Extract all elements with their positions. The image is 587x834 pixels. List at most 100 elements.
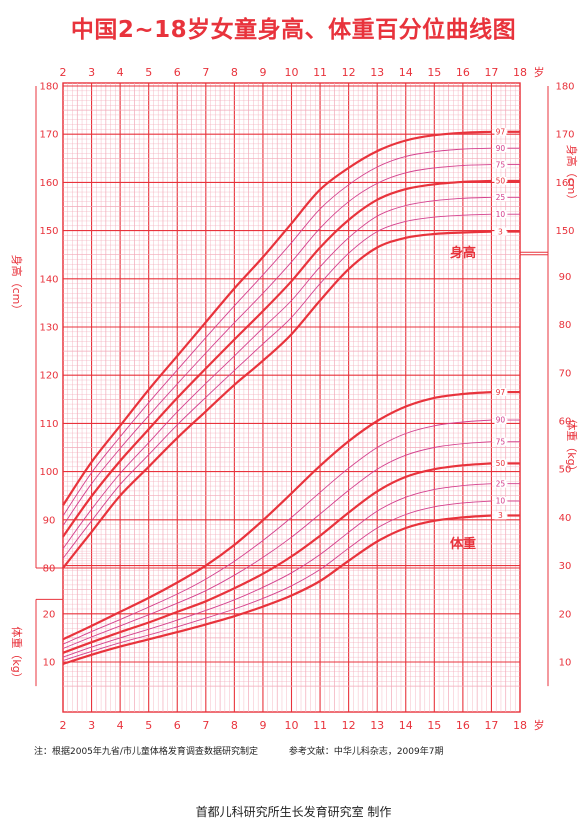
x-tick-top: 5 xyxy=(145,66,152,79)
x-tick-top: 7 xyxy=(202,66,209,79)
x-tick-top: 11 xyxy=(313,66,327,79)
source-note: 注：根据2005年九省/市儿童体格发育调查数据研究制定 xyxy=(34,747,258,757)
height-tick-left: 170 xyxy=(39,130,58,141)
weight-p10-label-bg xyxy=(494,497,507,506)
weight-p97-label-bg xyxy=(494,388,507,397)
weight-tick-right: 30 xyxy=(559,561,572,572)
height-tick-left: 130 xyxy=(39,323,58,334)
weight-p3-label: 3 xyxy=(498,511,503,520)
x-tick-top: 6 xyxy=(174,66,181,79)
height-tick-right: 180 xyxy=(555,82,574,93)
x-tick-bottom: 17 xyxy=(484,719,498,732)
weight-tick-left: 20 xyxy=(43,609,56,620)
weight-section-title: 体重 xyxy=(450,536,476,552)
x-tick-bottom: 11 xyxy=(313,719,327,732)
height-p50-label: 50 xyxy=(496,177,506,186)
x-tick-bottom: 3 xyxy=(88,719,95,732)
weight-tick-right: 60 xyxy=(559,417,572,428)
weight-p25-label-bg xyxy=(494,479,507,488)
x-tick-bottom: 4 xyxy=(117,719,124,732)
height-p50-label-bg xyxy=(494,176,507,185)
x-tick-bottom: 16 xyxy=(456,719,470,732)
weight-p50-label: 50 xyxy=(496,459,506,468)
height-p97-line xyxy=(62,130,492,506)
height-tick-left: 150 xyxy=(39,226,58,237)
weight-p3-line xyxy=(62,514,492,665)
height-p3-label: 3 xyxy=(498,227,503,236)
height-p90-line xyxy=(62,147,492,517)
x-tick-top: 17 xyxy=(484,66,498,79)
x-tick-top: 15 xyxy=(427,66,441,79)
height-tick-left: 80 xyxy=(43,564,56,575)
x-tick-bottom: 5 xyxy=(145,719,152,732)
height-tick-left: 90 xyxy=(43,515,56,526)
reference-note: 参考文献：中华儿科杂志，2009年7期 xyxy=(288,747,444,757)
weight-p75-line xyxy=(62,441,492,649)
weight-p90-label-bg xyxy=(494,416,507,425)
x-tick-bottom: 15 xyxy=(427,719,441,732)
height-tick-right: 150 xyxy=(555,226,574,237)
height-p97-label: 97 xyxy=(496,127,506,136)
weight-p97-label: 97 xyxy=(496,388,506,397)
height-tick-right: 170 xyxy=(555,130,574,141)
height-p97-label-bg xyxy=(494,127,507,136)
series-lines xyxy=(62,130,520,665)
height-axis-label-left: 身高（cm） xyxy=(10,255,24,316)
height-p50-line xyxy=(62,179,492,538)
height-p25-line xyxy=(62,196,492,549)
x-tick-top: 9 xyxy=(259,66,266,79)
x-tick-bottom: 7 xyxy=(202,719,209,732)
height-p25-label: 25 xyxy=(496,193,506,202)
height-tick-left: 110 xyxy=(39,419,58,430)
x-tick-top: 4 xyxy=(117,66,124,79)
data-source-note: 注：根据2005年九省/市儿童体格发育调查数据研究制定 参考文献：中华儿科杂志，… xyxy=(34,744,443,757)
height-tick-right: 160 xyxy=(555,178,574,189)
height-p3-line xyxy=(62,230,492,569)
height-p90-label-bg xyxy=(494,144,507,153)
height-p90-label: 90 xyxy=(496,144,506,153)
weight-axis-label-right: 体重（kg） xyxy=(565,419,579,476)
weight-p25-label: 25 xyxy=(496,479,506,488)
height-axis-label-right: 身高（cm） xyxy=(565,145,579,206)
weight-p97-line xyxy=(62,391,492,641)
height-tick-left: 160 xyxy=(39,178,58,189)
x-tick-top: 2 xyxy=(60,66,67,79)
weight-tick-right: 50 xyxy=(559,465,572,476)
x-tick-bottom: 13 xyxy=(370,719,384,732)
x-tick-bottom: 8 xyxy=(231,719,238,732)
x-tick-top: 10 xyxy=(285,66,299,79)
x-unit-top: 岁 xyxy=(534,65,545,79)
weight-p90-label: 90 xyxy=(496,416,506,425)
x-tick-top: 3 xyxy=(88,66,95,79)
weight-p90-line xyxy=(62,419,492,645)
weight-tick-right: 80 xyxy=(559,320,572,331)
x-tick-bottom: 2 xyxy=(60,719,67,732)
weight-p75-label-bg xyxy=(494,437,507,446)
height-p10-label-bg xyxy=(494,210,507,219)
height-tick-left: 120 xyxy=(39,371,58,382)
height-tick-left: 140 xyxy=(39,274,58,285)
weight-tick-right: 20 xyxy=(559,609,572,620)
x-tick-top: 18 xyxy=(513,66,527,79)
height-p10-line xyxy=(62,213,492,559)
weight-p10-line xyxy=(62,500,492,662)
x-tick-top: 8 xyxy=(231,66,238,79)
weight-tick-left: 10 xyxy=(43,658,56,669)
weight-p10-label: 10 xyxy=(496,497,506,506)
weight-tick-right: 90 xyxy=(559,272,572,283)
grid xyxy=(35,82,549,713)
footer-credit: 首都儿科研究所生长发育研究室 制作 xyxy=(195,805,392,819)
x-tick-bottom: 9 xyxy=(259,719,266,732)
height-p75-label: 75 xyxy=(496,160,506,169)
x-tick-bottom: 12 xyxy=(342,719,356,732)
x-tick-top: 14 xyxy=(399,66,413,79)
height-p3-label-bg xyxy=(494,227,507,236)
x-tick-bottom: 14 xyxy=(399,719,413,732)
x-tick-bottom: 18 xyxy=(513,719,527,732)
weight-tick-right: 40 xyxy=(559,513,572,524)
x-tick-top: 16 xyxy=(456,66,470,79)
weight-p25-line xyxy=(62,483,492,658)
height-p75-line xyxy=(62,164,492,526)
x-tick-bottom: 6 xyxy=(174,719,181,732)
